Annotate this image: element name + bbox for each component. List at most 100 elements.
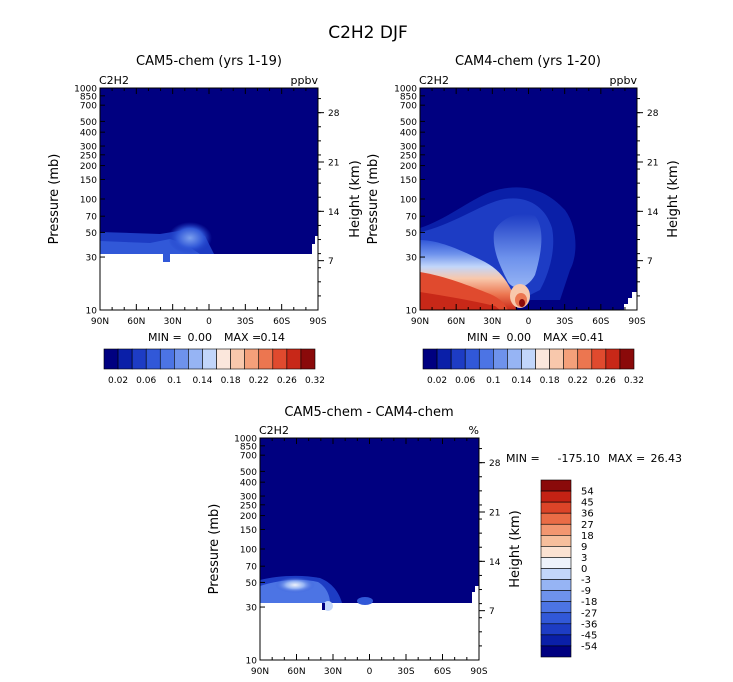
colorbar-swatch [103,348,119,370]
colorbar-swatch [117,348,133,370]
colorbar-label: 0.32 [624,376,644,386]
lat-tick-label: 60N [287,667,305,677]
colorbar-swatch [450,348,466,370]
pressure-tick-label: 10 [246,657,258,667]
lat-tick-label: 90N [251,667,269,677]
pressure-tick-label: 1000 [394,85,417,95]
pressure-tick-label: 500 [400,118,417,128]
height-tick-label: 7 [328,257,334,267]
height-tick-label: 14 [328,208,340,218]
max-value: 0.41 [580,331,605,344]
y-axis-label: Pressure (mb) [47,154,62,245]
lat-tick-label: 0 [206,317,212,327]
units-label: ppbv [291,74,319,87]
pressure-tick-label: 1000 [74,85,97,95]
min-label: MIN = [467,331,501,344]
pressure-tick-label: 30 [86,254,98,264]
colorbar-swatch [540,546,572,558]
colorbar-swatch [535,348,550,370]
pressure-tick-label: 300 [240,493,257,503]
colorbar-label: 0.18 [540,376,560,386]
species-label: C2H2 [99,74,129,87]
lat-tick-label: 30N [483,317,501,327]
colorbar-label: 0.02 [427,376,447,386]
colorbar-swatch [145,348,161,370]
colorbar-label: 0.14 [511,376,531,386]
max-value: 26.43 [651,452,683,465]
lat-tick-label: 30N [324,667,342,677]
colorbar-label: 0.14 [192,376,212,386]
colorbar-label: 0.26 [277,376,297,386]
lat-tick-label: 90S [628,317,645,327]
pressure-tick-label: 30 [406,254,418,264]
height-tick-label: 28 [328,109,340,119]
colorbar-swatch [216,348,231,370]
plot-area: 103050701001502002503004005007008501000 … [74,85,340,328]
colorbar-swatch [131,348,147,370]
pressure-tick-label: 100 [80,196,97,206]
colorbar-label: 0.18 [221,376,241,386]
pressure-tick-label: 400 [400,129,417,139]
colorbar-swatch [540,512,572,525]
inner-plume [493,213,542,288]
y-axis-right-label: Height (km) [508,510,523,587]
lat-tick-label: 90N [91,317,109,327]
pressure-tick-label: 100 [400,196,417,206]
pressure-tick-label: 70 [86,213,98,223]
lat-tick-label: 90S [470,667,487,677]
colorbar-swatch [159,348,175,370]
deep-red [420,292,500,310]
lat-tick-label: 30S [556,317,573,327]
colorbar-swatch [422,348,438,370]
colorbar-swatch [540,490,572,503]
pressure-tick-label: 700 [240,452,257,462]
pressure-tick-label: 850 [240,442,257,452]
colorbar-swatch [540,645,572,658]
colorbar-label: 3 [581,553,587,564]
species-label: C2H2 [419,74,449,87]
height-tick-label: 14 [489,558,501,568]
colorbar-label: 54 [581,487,594,498]
min-value: 0.00 [507,331,532,344]
pressure-tick-label: 300 [80,143,97,153]
y-axis-label: Pressure (mb) [366,154,381,245]
terrain-steps [472,586,479,603]
surface-spike [163,254,170,262]
colorbar-swatch [521,348,536,370]
colorbar-label: 9 [581,542,587,553]
pressure-tick-label: 200 [400,162,417,172]
min-value: -175.10 [558,452,600,465]
colorbar-swatch [540,601,572,614]
colorbar-swatch [540,568,572,580]
lat-tick-label: 30S [237,317,254,327]
colorbar-swatch [174,348,189,370]
colorbar-swatch [549,348,564,370]
positive-spot [275,577,315,593]
colorbar-swatch [540,535,572,547]
panel-title: CAM4-chem (yrs 1-20) [455,54,601,69]
hotspot-core [519,299,525,307]
pressure-tick-label: 200 [80,162,97,172]
pressure-tick-label: 250 [240,501,257,511]
pressure-tick-label: 400 [240,479,257,489]
terrain-steps [624,292,637,310]
height-axis: 28 21 14 7 [318,98,340,297]
colorbar-swatch [540,623,572,636]
panel-cam5-chem: CAM5-chem (yrs 1-19) C2H2 ppbv 103050701… [47,54,363,386]
colorbar-label: 0.22 [568,376,588,386]
colorbar-label: 0.02 [108,376,128,386]
colorbar-label: 0.06 [455,376,475,386]
pressure-tick-label: 150 [80,176,97,186]
min-value: 0.00 [188,331,213,344]
pressure-tick-label: 150 [400,176,417,186]
colorbar-swatch [493,348,508,370]
pressure-tick-label: 50 [86,229,98,239]
max-label: MAX = [608,452,645,465]
lat-tick-label: 90N [411,317,429,327]
height-axis: 28 21 14 7 [479,448,501,647]
height-tick-label: 7 [489,607,495,617]
colorbar-swatch [202,348,217,370]
